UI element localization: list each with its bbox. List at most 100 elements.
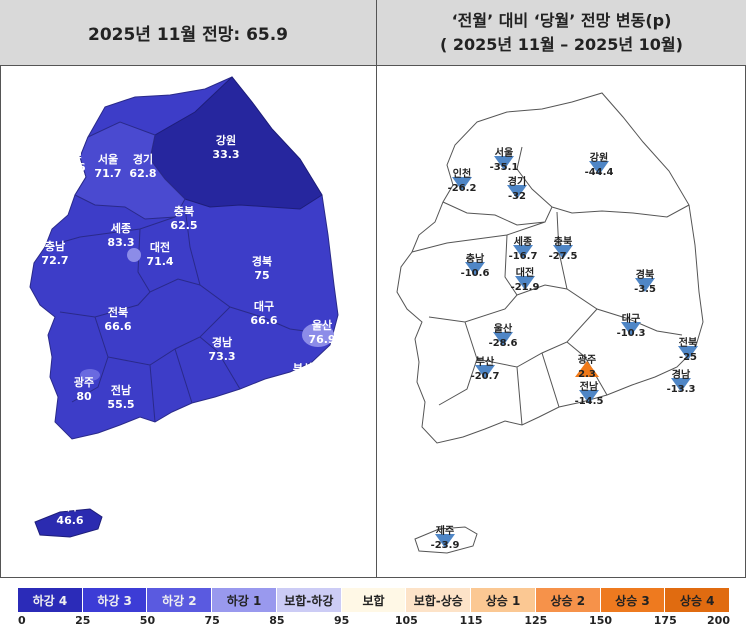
right-label-value-15: -14.5 [575, 396, 604, 407]
left-label-value-14: 80 [76, 390, 92, 403]
left-label-value-16: 46.6 [56, 514, 83, 527]
right-marker-2 [507, 185, 527, 199]
right-label-value-2: -32 [508, 191, 526, 202]
legend-tick-10: 175 [653, 614, 677, 627]
legend-item-1: 하강 3 [82, 588, 148, 612]
left-label-value-8: 75 [254, 269, 269, 282]
right-markers [435, 156, 698, 548]
right-label-value-12: 2.3 [578, 369, 596, 380]
left-label-value-4: 62.5 [170, 219, 197, 232]
right-label-value-10: -25 [679, 352, 697, 363]
legend-item-5: 보합 [341, 588, 407, 612]
left-gwangju-blob [80, 369, 100, 381]
right-marker-15 [579, 390, 599, 404]
left-label-name-15: 전남 [111, 383, 131, 397]
right-label-name-11: 울산 [494, 322, 513, 335]
right-marker-14 [475, 365, 495, 379]
left-label-value-7: 71.4 [146, 255, 173, 268]
right-marker-8 [635, 278, 655, 292]
left-header-title: 2025년 11월 전망: 65.9 [87, 25, 289, 45]
right-marker-11 [493, 332, 513, 346]
right-label-value-4: -16.7 [509, 251, 538, 262]
legend-tick-6: 105 [394, 614, 418, 627]
left-label-name-3: 경기 [133, 152, 153, 166]
right-label-value-13: -13.3 [667, 384, 696, 395]
legend-tick-3: 75 [204, 614, 220, 627]
legend-item-10: 상승 4 [665, 588, 731, 612]
left-label-value-0: 33.3 [212, 148, 239, 161]
left-label-name-14: 광주 [74, 376, 94, 389]
right-marker-3 [589, 161, 609, 175]
left-label-name-13: 부산 [293, 361, 313, 375]
legend-tick-5: 95 [333, 614, 350, 627]
right-labels: 서울 -35.1 인천 -26.2 경기 -32 강원 -44.4 세종 -16.7 충북 -27.5… [431, 146, 698, 551]
right-marker-1 [452, 177, 472, 191]
legend-item-6: 보합-상승 [406, 588, 472, 612]
legend-tick-4: 85 [269, 614, 285, 627]
left-label-value-13: 65 [295, 376, 310, 389]
right-marker-5 [553, 245, 573, 259]
right-label-name-13: 경남 [672, 368, 691, 381]
right-label-value-0: -35.1 [490, 162, 519, 173]
legend-item-9: 상승 3 [600, 588, 666, 612]
legend-tick-9: 150 [589, 614, 613, 627]
legend-tick-7: 115 [459, 614, 483, 627]
left-label-name-12: 경남 [212, 335, 232, 349]
left-region-borders [44, 206, 313, 423]
right-label-name-6: 충남 [466, 252, 485, 265]
left-header: 2025년 11월 전망: 65.9 [0, 0, 376, 66]
legend-item-8: 상승 2 [535, 588, 601, 612]
right-label-name-12: 광주 [578, 354, 596, 366]
right-label-name-0: 서울 [495, 146, 513, 159]
right-label-value-1: -26.2 [448, 183, 477, 194]
left-label-value-3: 62.8 [129, 167, 156, 180]
panel-divider [376, 0, 377, 578]
right-label-name-16: 제주 [436, 524, 454, 537]
left-label-name-4: 충북 [174, 204, 194, 218]
left-label-value-2: 71.7 [94, 167, 121, 180]
legend-item-2: 하강 2 [147, 588, 213, 612]
right-label-value-14: -20.7 [471, 371, 500, 382]
left-label-name-5: 충남 [45, 239, 65, 253]
right-label-value-11: -28.6 [489, 338, 518, 349]
right-marker-12 [575, 361, 599, 377]
left-region-jeju [34, 508, 103, 538]
right-marker-16 [435, 534, 455, 548]
right-marker-6 [465, 262, 485, 276]
left-label-value-6: 83.3 [107, 236, 134, 249]
right-label-name-1: 인천 [453, 167, 471, 180]
left-label-name-6: 세종 [111, 221, 131, 235]
right-label-value-3: -44.4 [585, 167, 614, 178]
left-label-value-5: 72.7 [41, 254, 68, 267]
right-marker-13 [671, 378, 691, 392]
right-label-name-15: 전남 [580, 380, 599, 393]
left-label-name-7: 대전 [150, 240, 170, 254]
legend-bar: 하강 4 하강 3 하강 2 하강 1 보합-하강 보합 보합-상승 상승 1 상승 2 상승 3… [18, 588, 731, 612]
left-label-name-16: 제주 [60, 499, 80, 513]
right-label-name-9: 대구 [622, 312, 640, 325]
right-label-name-3: 강원 [590, 151, 608, 164]
right-mainland [396, 92, 704, 444]
legend-tick-11: 200 [707, 614, 730, 627]
left-label-name-9: 대구 [254, 299, 274, 313]
left-label-value-12: 73.3 [208, 350, 235, 363]
right-map-panel: 서울 -35.1 인천 -26.2 경기 -32 강원 -44.4 세종 -16.7 충북 -27.5… [377, 67, 746, 577]
right-map-svg: 서울 -35.1 인천 -26.2 경기 -32 강원 -44.4 세종 -16.7 충북 -27.5… [396, 92, 704, 554]
right-marker-9 [621, 322, 641, 336]
legend-tick-8: 125 [524, 614, 548, 627]
right-label-name-5: 충북 [554, 235, 572, 248]
legend-item-3: 하강 1 [212, 588, 277, 612]
right-label-value-16: -23.9 [431, 540, 460, 551]
right-label-value-6: -10.6 [461, 268, 490, 279]
left-label-value-10: 76.9 [308, 333, 335, 346]
right-label-name-4: 세종 [514, 235, 532, 248]
right-marker-4 [513, 245, 533, 259]
right-label-name-10: 전북 [679, 336, 697, 349]
legend-tick-2: 50 [139, 614, 156, 627]
left-map-panel: 강원 33.3 인천 57.6 서울 71.7 경기 62.8 충북 62.5 충남 72.7 세종 83… [0, 67, 376, 577]
right-header: ‘전월’ 대비 ‘당월’ 전망 변동(p) ( 2025년 11월 – 2025… [377, 0, 746, 66]
right-marker-0 [494, 156, 514, 170]
left-label-value-15: 55.5 [107, 398, 134, 411]
